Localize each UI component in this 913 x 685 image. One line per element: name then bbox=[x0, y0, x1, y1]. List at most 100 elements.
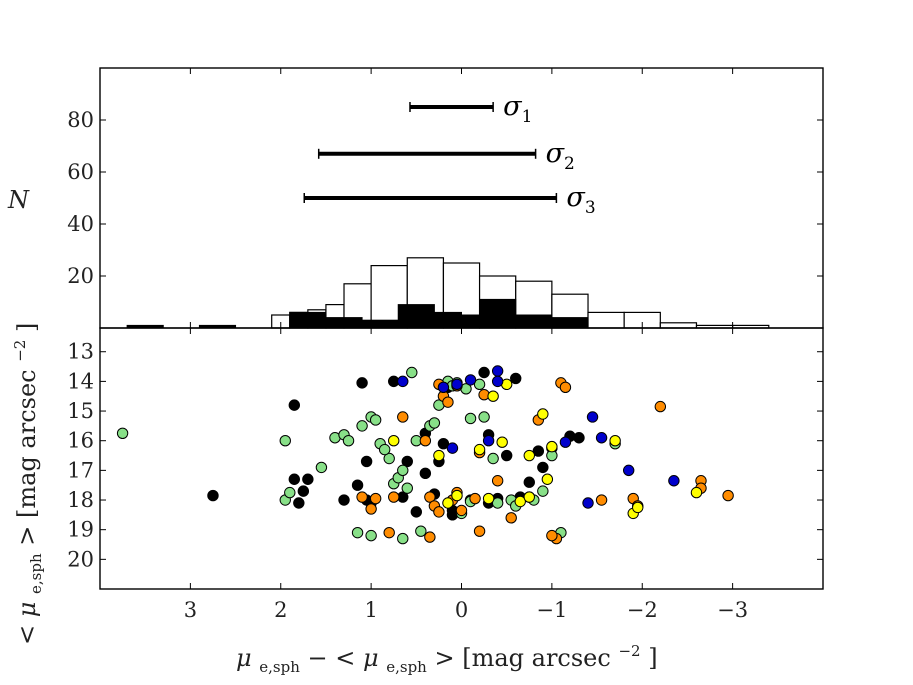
scatter-point-black bbox=[419, 467, 432, 480]
scatter-point-green bbox=[378, 443, 391, 456]
scatter-point-green bbox=[428, 417, 441, 429]
y-tick-label: 20 bbox=[67, 547, 94, 571]
scatter-point-black bbox=[356, 377, 368, 389]
y-tick-label: 20 bbox=[67, 264, 94, 288]
histogram-bar-open bbox=[659, 322, 698, 329]
scatter-point-black bbox=[288, 399, 301, 411]
scatter-point-orange bbox=[397, 411, 409, 423]
scatter-point-orange bbox=[424, 531, 436, 543]
y-label-left: < bbox=[13, 617, 41, 645]
scatter-point-blue bbox=[491, 375, 504, 388]
scatter-point-orange bbox=[469, 492, 481, 505]
scatter-point-orange bbox=[356, 491, 368, 503]
scatter-point-black bbox=[338, 494, 350, 506]
x-tick-label: 3 bbox=[184, 598, 197, 622]
scatter-point-green bbox=[284, 486, 296, 499]
histogram-bar-filled bbox=[361, 319, 399, 329]
scatter-point-black bbox=[532, 445, 545, 457]
scatter-point-green bbox=[478, 411, 490, 423]
y-tick-label: 19 bbox=[67, 518, 94, 542]
scatter-point-yellow bbox=[632, 501, 644, 514]
scatter-point-orange bbox=[383, 526, 395, 539]
scatter-point-black bbox=[401, 455, 413, 468]
histogram-bar-filled bbox=[515, 314, 553, 329]
scatter-point-yellow bbox=[541, 473, 554, 485]
x-label-sub: e,sph bbox=[259, 658, 300, 676]
histogram-bar-filled bbox=[479, 298, 517, 329]
scatter-point-green bbox=[473, 378, 486, 391]
y-label-exp: −2 bbox=[11, 340, 29, 362]
scatter-point-blue bbox=[491, 365, 504, 377]
histogram-bar-filled bbox=[325, 317, 363, 329]
scatter-point-green bbox=[397, 532, 409, 545]
x-label-close: ] bbox=[648, 644, 657, 672]
sigma-subscript: 3 bbox=[585, 198, 596, 218]
scatter-point-orange bbox=[595, 494, 608, 506]
scatter-point-blue bbox=[582, 497, 594, 509]
sigma-symbol: σ bbox=[546, 138, 566, 169]
scatter-point-black bbox=[293, 497, 305, 509]
y-axis-label: < μ e,sph > [mag arcsec −2 ] bbox=[3, 323, 47, 645]
scatter-point-yellow bbox=[442, 497, 454, 509]
scatter-point-black bbox=[351, 479, 364, 491]
scatter-point-orange bbox=[424, 491, 436, 503]
scatter-point-orange bbox=[388, 491, 400, 503]
scatter-point-black bbox=[437, 437, 450, 450]
y-tick-label: 80 bbox=[67, 108, 94, 132]
scatter-point-yellow bbox=[609, 435, 621, 447]
y-tick-label: 16 bbox=[67, 429, 94, 453]
scatter-point-yellow bbox=[482, 492, 495, 505]
y-tick-label: 40 bbox=[67, 212, 94, 236]
scatter-point-green bbox=[397, 464, 409, 477]
scatter-point-orange bbox=[546, 529, 558, 542]
y-tick-label: 60 bbox=[67, 160, 94, 184]
scatter-point-green bbox=[315, 461, 328, 474]
x-tick-label: 2 bbox=[274, 598, 287, 622]
scatter-point-green bbox=[401, 482, 413, 494]
x-label-mid: − < bbox=[308, 644, 363, 672]
scatter-point-yellow bbox=[487, 390, 499, 402]
scatter-point-green bbox=[356, 420, 368, 432]
x-axis-label: μ e,sph − < μ e,sph > [mag arcsec −2 ] bbox=[236, 634, 658, 678]
x-label-mu: μ bbox=[236, 644, 252, 672]
scatter-point-blue bbox=[446, 442, 459, 454]
x-label-sub-2: e,sph bbox=[386, 658, 427, 676]
scatter-point-black bbox=[500, 449, 513, 462]
scatter-point-orange bbox=[559, 381, 572, 394]
scatter-point-yellow bbox=[473, 443, 486, 456]
scatter-point-orange bbox=[654, 400, 667, 413]
scatter-point-blue bbox=[464, 374, 477, 386]
histogram-bar-filled bbox=[551, 317, 589, 329]
histogram-y-label: N bbox=[7, 186, 30, 214]
y-label-mu: μ bbox=[13, 602, 41, 618]
sigma-label: σ1 bbox=[503, 91, 532, 127]
scatter-point-blue bbox=[397, 375, 409, 388]
sigma-subscript: 2 bbox=[564, 154, 575, 174]
histogram-bar-filled bbox=[289, 311, 327, 329]
scatter-point-yellow bbox=[433, 449, 445, 462]
scatter-point-black bbox=[207, 489, 219, 502]
scatter-point-orange bbox=[369, 492, 382, 505]
sigma-symbol: σ bbox=[566, 182, 586, 213]
scatter-point-green bbox=[369, 414, 382, 426]
y-tick-label: 14 bbox=[67, 369, 94, 393]
scatter-point-green bbox=[491, 497, 504, 509]
x-label-mu-2: μ bbox=[363, 644, 379, 672]
scatter-point-blue bbox=[482, 435, 495, 447]
y-label-close: ] bbox=[13, 323, 41, 332]
scatter-point-black bbox=[410, 506, 423, 518]
scatter-points bbox=[116, 365, 734, 545]
y-tick-label: 17 bbox=[67, 458, 94, 482]
scatter-point-green bbox=[342, 435, 355, 447]
scatter-point-black bbox=[360, 455, 373, 468]
x-tick-label: −1 bbox=[536, 598, 567, 622]
histogram-bars bbox=[126, 257, 770, 329]
scatter-point-yellow bbox=[451, 489, 463, 502]
scatter-point-black bbox=[302, 473, 314, 485]
scatter-point-yellow bbox=[523, 449, 535, 462]
y-label-end: > [mag arcsec bbox=[13, 369, 41, 545]
scatter-point-blue bbox=[622, 464, 635, 477]
scatter-point-green bbox=[383, 452, 395, 465]
